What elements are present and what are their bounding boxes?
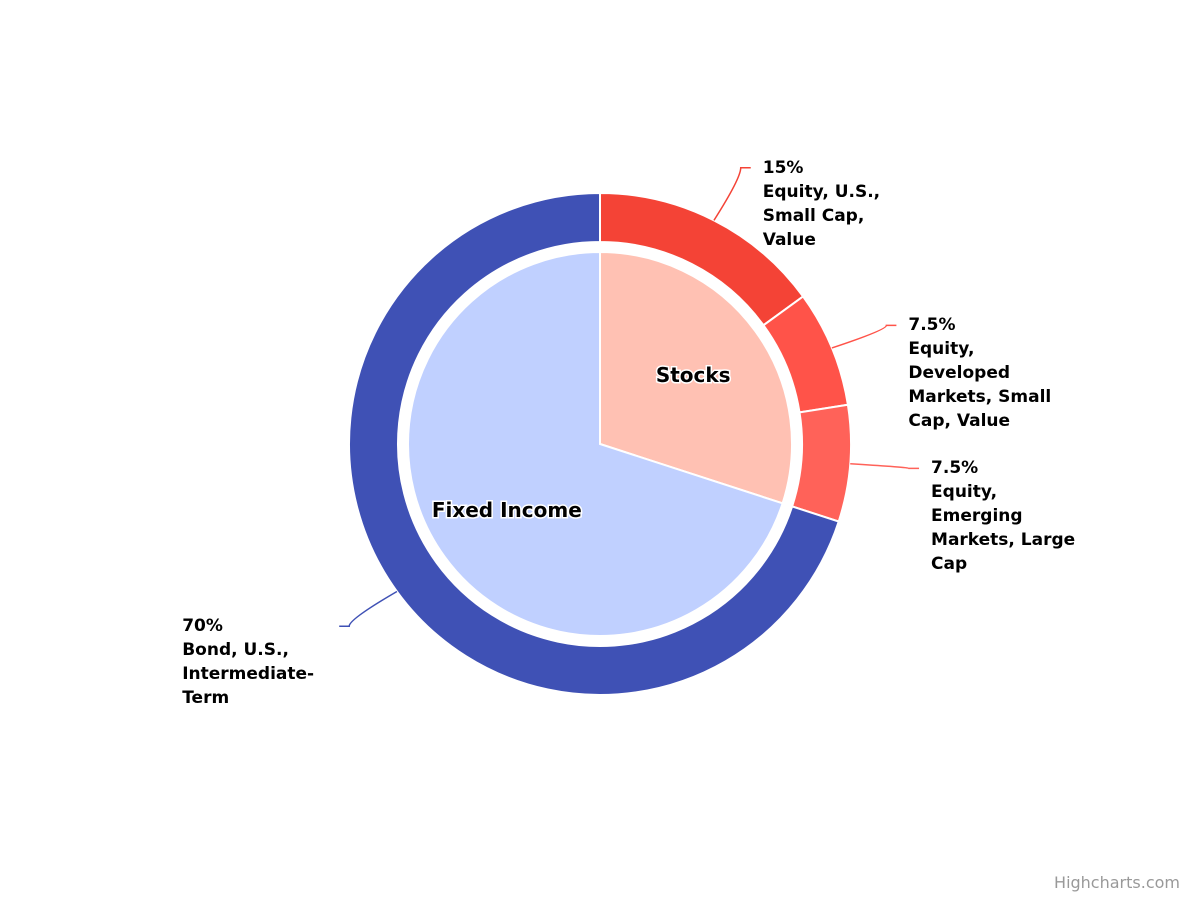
data-label: 70% Bond, U.S., Intermediate-Term (182, 614, 327, 710)
data-label-name: Bond, U.S., Intermediate-Term (182, 640, 315, 709)
inner-slice (599, 250, 793, 505)
inner-slice (407, 250, 784, 637)
connector (850, 462, 920, 470)
data-label-value: 70% (182, 616, 223, 637)
credits[interactable]: Highcharts.com (1054, 873, 1180, 892)
outer-slice (790, 403, 852, 523)
data-label-name: Equity, Developed Markets, Small Cap, Va… (908, 339, 1052, 432)
data-label-name: Equity, Emerging Markets, Large Cap (931, 482, 1076, 575)
data-label-value: 7.5% (931, 458, 979, 479)
data-label: 7.5% Equity, Developed Markets, Small Cap… (908, 313, 1053, 433)
outer-slice (348, 191, 840, 696)
connector (339, 590, 398, 627)
connector (831, 324, 897, 349)
slice-label: Fixed Income (432, 498, 582, 522)
slice-label: Stocks (656, 363, 731, 387)
data-label-value: 7.5% (908, 315, 956, 336)
data-label: 7.5% Equity, Emerging Markets, Large Cap (931, 456, 1076, 576)
connector (713, 167, 751, 221)
data-label-value: 15% (762, 157, 804, 178)
data-label: 15% Equity, U.S., Small Cap, Value (763, 156, 908, 252)
data-label-name: Equity, U.S., Small Cap, Value (762, 181, 881, 250)
